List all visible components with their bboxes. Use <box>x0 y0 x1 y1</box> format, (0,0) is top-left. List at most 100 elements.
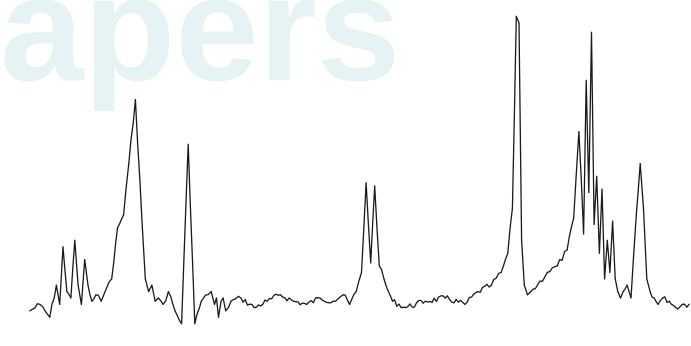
spectrum-point <box>95 294 97 296</box>
spectrum-point <box>39 303 41 305</box>
spectrum-point <box>220 300 222 302</box>
spectrum-point <box>612 220 614 222</box>
spectrum-point <box>500 271 502 273</box>
spectrum-point <box>105 287 107 289</box>
spectrum-point <box>87 284 89 286</box>
spectrum-point <box>405 307 407 309</box>
spectrum-point <box>609 271 611 273</box>
spectrum-point <box>59 303 61 305</box>
spectrum-point <box>213 303 216 305</box>
spectrum-point <box>626 284 628 286</box>
spectrum-point <box>391 300 394 302</box>
spectrum-point <box>66 291 68 293</box>
spectrum-point <box>585 79 587 81</box>
spectrum-point <box>319 297 321 299</box>
spectrum-point <box>583 233 585 235</box>
spectrum-point <box>225 310 227 312</box>
spectrum-point <box>49 316 51 318</box>
spectrum-point <box>653 297 655 299</box>
spectrum-point <box>253 307 255 309</box>
spectrum-point <box>279 294 281 296</box>
spectrum-point <box>144 278 146 280</box>
spectrum-point <box>134 99 136 101</box>
spectrum-point <box>370 262 372 264</box>
spectrum-point <box>668 300 670 302</box>
spectrum-point <box>70 297 72 299</box>
spectrum-point <box>530 291 532 293</box>
spectrum-point <box>111 278 113 280</box>
spectrum-point <box>424 300 426 302</box>
spectrum-point <box>590 31 593 33</box>
spectrum-point <box>593 223 595 225</box>
spectrum-point <box>566 249 568 251</box>
spectrum-point <box>62 246 64 248</box>
spectrum-point <box>148 291 150 293</box>
spectrum-point <box>523 284 525 286</box>
spectrum-point <box>77 284 79 286</box>
spectrum-point <box>639 163 641 165</box>
spectrum-point <box>598 252 601 254</box>
watermark-text: Papers <box>0 0 400 112</box>
spectrum-point <box>365 182 367 184</box>
spectrum-point <box>630 297 632 299</box>
spectrum-point <box>657 303 659 305</box>
spectrum-point <box>194 323 196 325</box>
spectrum-point <box>207 294 209 296</box>
spectrum-point <box>84 259 86 261</box>
spectrum-point <box>642 207 645 209</box>
spectrum-point <box>619 297 622 299</box>
spectrum-point <box>606 239 608 241</box>
spectrum-point <box>518 22 520 24</box>
spectrum-point <box>617 291 619 293</box>
spectrum-point <box>521 239 523 241</box>
spectrum-point <box>29 310 31 312</box>
spectrum-point <box>649 291 651 293</box>
spectrum-point <box>477 291 479 293</box>
spectrum-point <box>635 214 637 216</box>
spectrum-point <box>526 294 529 296</box>
spectrum-point <box>240 297 242 299</box>
spectrum-point <box>556 265 558 267</box>
spectrum-point <box>181 323 183 325</box>
spectrum-point <box>154 300 156 302</box>
spectrum-point <box>55 284 58 286</box>
spectrum-point <box>293 300 295 302</box>
spectrum-point <box>215 297 218 299</box>
spectrum-point <box>167 291 169 293</box>
spectrum-trace-layer <box>29 15 690 325</box>
spectrum-point <box>622 291 624 293</box>
spectrum-point <box>100 300 102 302</box>
spectrum-point <box>151 284 153 286</box>
spectrum-point <box>578 131 580 133</box>
spectrum-point <box>128 163 130 165</box>
spectrum-point <box>374 185 376 187</box>
spectrum-point <box>444 297 446 299</box>
spectrum-point <box>681 303 684 305</box>
spectrum-point <box>266 300 268 302</box>
spectrum-point <box>546 271 548 273</box>
spectrum-point <box>464 303 466 305</box>
spectrum-point <box>536 284 539 286</box>
spectrum-point <box>360 271 363 273</box>
spectrum-point <box>306 303 308 305</box>
spectrum-point <box>74 239 76 241</box>
spectrum-point <box>515 15 517 17</box>
spectrum-point <box>378 265 380 267</box>
spectrum-point <box>601 188 603 190</box>
spectrum-point <box>200 300 202 302</box>
spectrum-point <box>141 220 143 222</box>
spectrum-point <box>596 175 598 177</box>
spectrum-point <box>675 307 677 309</box>
spectrum-point <box>490 284 492 286</box>
spectrum-point <box>222 297 224 299</box>
spectrum-point <box>80 303 82 305</box>
spectrum-point <box>573 217 575 219</box>
spectrum-point <box>91 300 93 302</box>
spectrum-point <box>588 191 590 193</box>
spectrum-point <box>511 207 513 209</box>
spectrum-point <box>210 291 212 293</box>
spectrum-point <box>123 214 125 216</box>
spectrum-point <box>507 252 509 254</box>
spectrum-point <box>162 303 164 305</box>
